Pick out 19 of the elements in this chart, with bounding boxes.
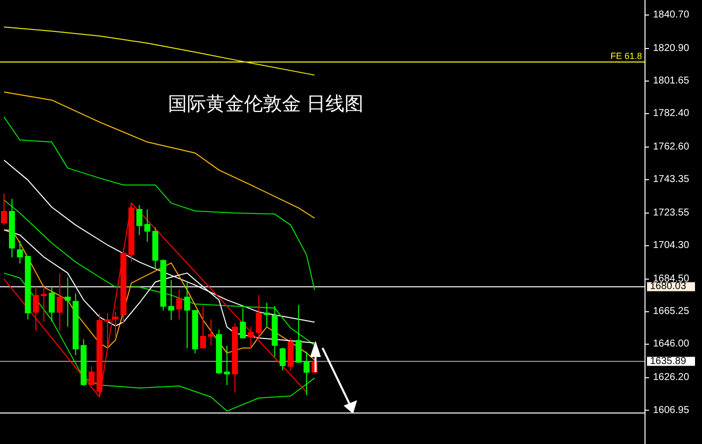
y-tick-label: 1762.60 (653, 142, 690, 153)
y-tick-label: 1626.20 (653, 372, 690, 384)
y-tick-label: 1782.40 (653, 108, 690, 120)
y-tick-label: 1840.70 (653, 10, 690, 21)
y-tick-label: 1801.65 (653, 76, 690, 87)
ref-line-label: FE 61.8 (610, 51, 642, 62)
text: 国际黄金伦敦金 日线图 (168, 94, 364, 115)
y-tick-label: 1606.95 (653, 404, 690, 416)
y-tick-label: 1665.25 (653, 306, 690, 318)
ref-line-label: 1635.89 (650, 356, 687, 367)
line-series (3, 116, 316, 290)
line-series (3, 202, 308, 398)
y-tick-label: 1743.35 (653, 174, 690, 186)
y-tick-label: 1704.30 (653, 240, 690, 252)
line-series (3, 26, 316, 76)
line-series (3, 272, 316, 412)
y-tick-label: 1646.00 (653, 338, 690, 350)
y-tick-label: 1723.55 (653, 208, 690, 219)
y-tick-label: 1820.90 (653, 43, 690, 54)
